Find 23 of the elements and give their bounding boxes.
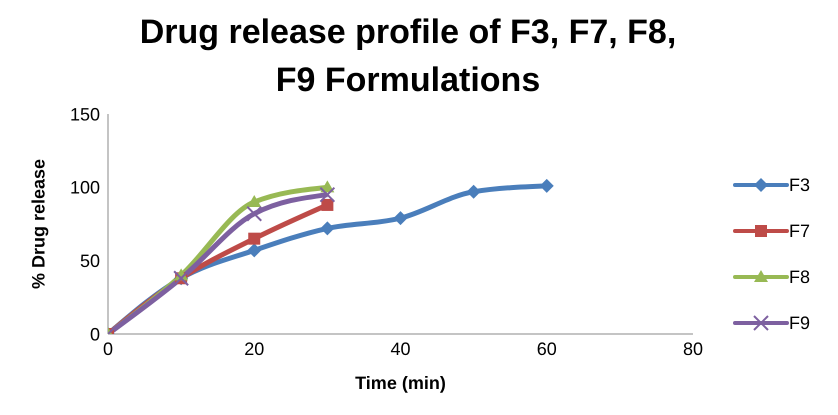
y-tick-label: 0 [90,324,100,344]
x-tick-label: 60 [536,338,557,359]
legend-label: F3 [788,174,810,197]
x-tick-label: 0 [102,338,114,359]
y-tick-label: 100 [70,178,100,198]
y-tick-label: 50 [80,251,100,272]
legend-label: F9 [788,312,810,335]
point [320,221,334,236]
point [466,184,481,199]
point [247,243,262,258]
x-axis-title: Time (min) [355,373,446,393]
y-tick-label: 150 [70,104,100,124]
chart-title: Drug release profile of F3, F7, F8, F9 Formulations [138,12,678,101]
point [321,198,334,211]
x-tick-label: 20 [244,338,264,359]
y-axis-title: % Drug release [28,158,48,290]
legend-label: F8 [788,266,810,289]
point [248,232,260,245]
point [393,211,408,226]
x-tick-label: 80 [682,338,703,359]
point [540,178,554,193]
x-tick-label: 40 [390,338,411,359]
legend-label: F7 [788,220,810,243]
